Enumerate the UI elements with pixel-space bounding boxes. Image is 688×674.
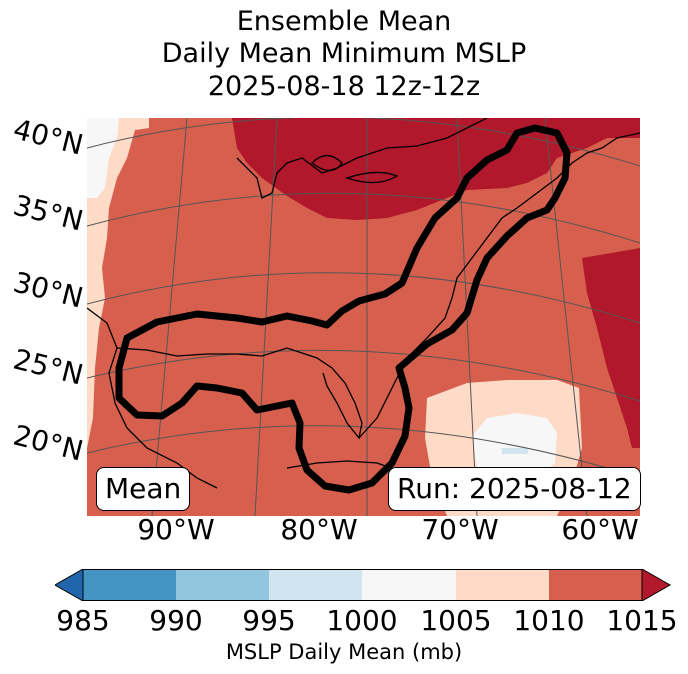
field-1005-west <box>87 118 119 198</box>
field-1010-west <box>87 118 149 448</box>
lat-label-30: 30°N <box>10 265 87 315</box>
lon-label-70w: 70°W <box>421 513 499 546</box>
map-svg <box>87 118 640 516</box>
lat-label-35: 35°N <box>10 188 87 238</box>
title-line-1: Ensemble Mean <box>236 6 452 37</box>
lon-label-90w: 90°W <box>137 513 215 546</box>
colorbar-tick-1005: 1005 <box>420 604 492 637</box>
colorbar-tick-1000: 1000 <box>326 604 398 637</box>
lat-label-20: 20°N <box>10 418 87 468</box>
map-panel <box>87 118 640 516</box>
lon-label-80w: 80°W <box>280 513 358 546</box>
colorbar-tick-995: 995 <box>242 604 296 637</box>
field-1000-patch <box>502 448 528 454</box>
lat-label-25: 25°N <box>10 342 87 392</box>
colorbar-frame <box>82 569 643 601</box>
colorbar-tick-1015: 1015 <box>606 604 678 637</box>
title-line-3: 2025-08-18 12z-12z <box>207 71 481 102</box>
colorbar-bin-1005-1010 <box>456 569 549 601</box>
field-max-north <box>232 118 640 220</box>
colorbar-tick-985: 985 <box>56 604 110 637</box>
field-max-east <box>582 248 640 448</box>
colorbar-bin-1000-1005 <box>362 569 456 601</box>
colorbar-bin-990-995 <box>176 569 269 601</box>
lat-label-40: 40°N <box>10 112 87 162</box>
lon-label-60w: 60°W <box>561 513 639 546</box>
title-line-2: Daily Mean Minimum MSLP <box>161 38 527 69</box>
threshold-contour <box>115 124 571 494</box>
colorbar-tick-990: 990 <box>149 604 203 637</box>
colorbar-min-extend <box>55 569 84 601</box>
colorbar-bin-1010-1015 <box>549 569 642 601</box>
colorbar-label: MSLP Daily Mean (mb) <box>225 640 463 664</box>
field-1005-southeast <box>472 413 557 480</box>
colorbar-bin-995-1000 <box>269 569 362 601</box>
colorbar-max-extend <box>641 569 671 601</box>
colorbar <box>55 569 671 601</box>
colorbar-tick-1010: 1010 <box>513 604 585 637</box>
colorbar-bin-985-990 <box>83 569 176 601</box>
run-label-box: Run: 2025-08-12 <box>388 467 641 511</box>
mean-label-box: Mean <box>96 467 191 511</box>
